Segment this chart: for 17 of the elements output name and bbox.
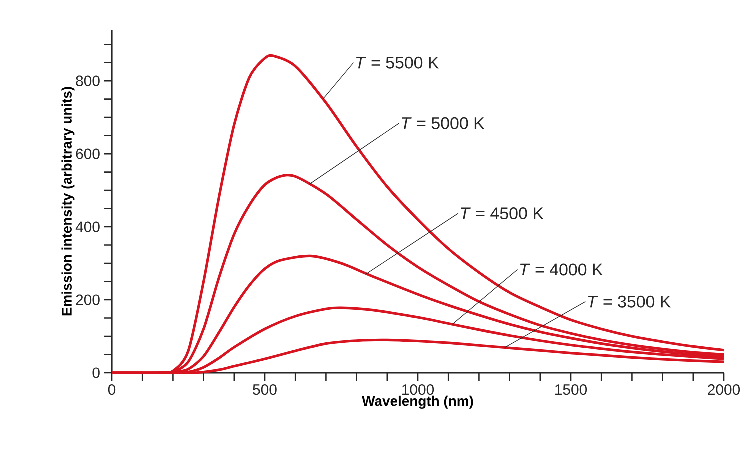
text: T = 5000 K bbox=[402, 117, 485, 130]
y-tick-label: 0 bbox=[92, 368, 100, 378]
text: T = 4000 K bbox=[520, 264, 604, 276]
x-tick-label: 1500 bbox=[556, 384, 588, 396]
x-tick-label: 2000 bbox=[708, 384, 740, 396]
x-axis-title: Wavelength (nm) bbox=[362, 396, 474, 409]
text: T = 4500 K bbox=[461, 208, 544, 220]
y-tick-label: 800 bbox=[76, 76, 100, 86]
x-tick-label: 1000 bbox=[402, 384, 434, 396]
y-axis-title: Emission intensity (arbitrary units) bbox=[62, 87, 75, 316]
x-tick-label: 0 bbox=[108, 384, 116, 396]
x-tick-label: 500 bbox=[253, 384, 277, 396]
y-tick-label: 400 bbox=[76, 222, 100, 232]
text: T = 5500 K bbox=[356, 56, 440, 69]
text: T = 3500 K bbox=[588, 296, 672, 308]
y-tick-label: 200 bbox=[76, 294, 100, 306]
y-tick-label: 600 bbox=[76, 148, 100, 160]
